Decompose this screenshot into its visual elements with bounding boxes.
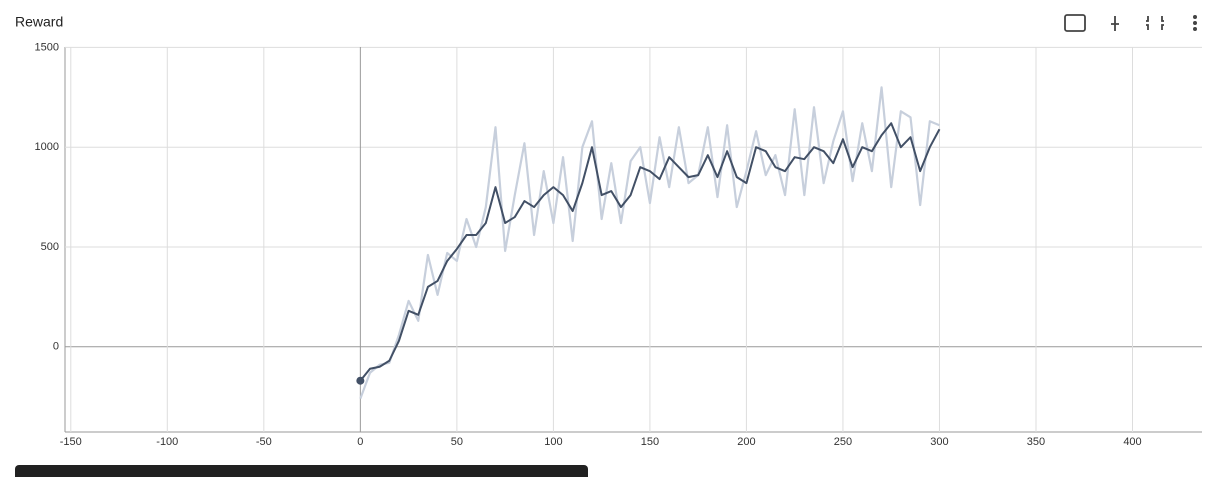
pin-button[interactable]: [1111, 16, 1119, 31]
x-tick-label: -100: [156, 436, 178, 448]
x-tick-label: 350: [1027, 436, 1045, 448]
menu-button[interactable]: [1193, 15, 1197, 31]
x-tick-label: 150: [641, 436, 659, 448]
y-tick-label: 0: [53, 341, 59, 353]
series-line: [359, 122, 941, 382]
grid: [65, 46, 1202, 432]
x-tick-label: -50: [256, 436, 272, 448]
fit-button[interactable]: [1064, 14, 1086, 32]
y-tick-label: 1500: [35, 41, 59, 53]
tick-labels: 0 500 1000 1500 -150 -100 -50 0 50 100 150 200 250 30…: [35, 41, 1142, 448]
x-tick-label: 200: [737, 436, 755, 448]
snackbar: [15, 465, 588, 482]
x-tick-label: 400: [1123, 436, 1141, 448]
plot-area: [356, 86, 941, 400]
collapse-button[interactable]: [1146, 16, 1164, 30]
chart-title: Reward: [15, 14, 63, 30]
x-tick-label: 250: [834, 436, 852, 448]
y-tick-label: 500: [41, 241, 59, 253]
x-tick-label: 0: [357, 436, 363, 448]
y-tick-label: 1000: [35, 141, 59, 153]
toolbar: [1064, 14, 1197, 32]
x-tick-label: 300: [930, 436, 948, 448]
series-line: [359, 86, 940, 400]
x-tick-label: -150: [60, 436, 82, 448]
x-tick-label: 100: [544, 436, 562, 448]
start-point: [356, 376, 365, 385]
x-tick-label: 50: [451, 436, 463, 448]
